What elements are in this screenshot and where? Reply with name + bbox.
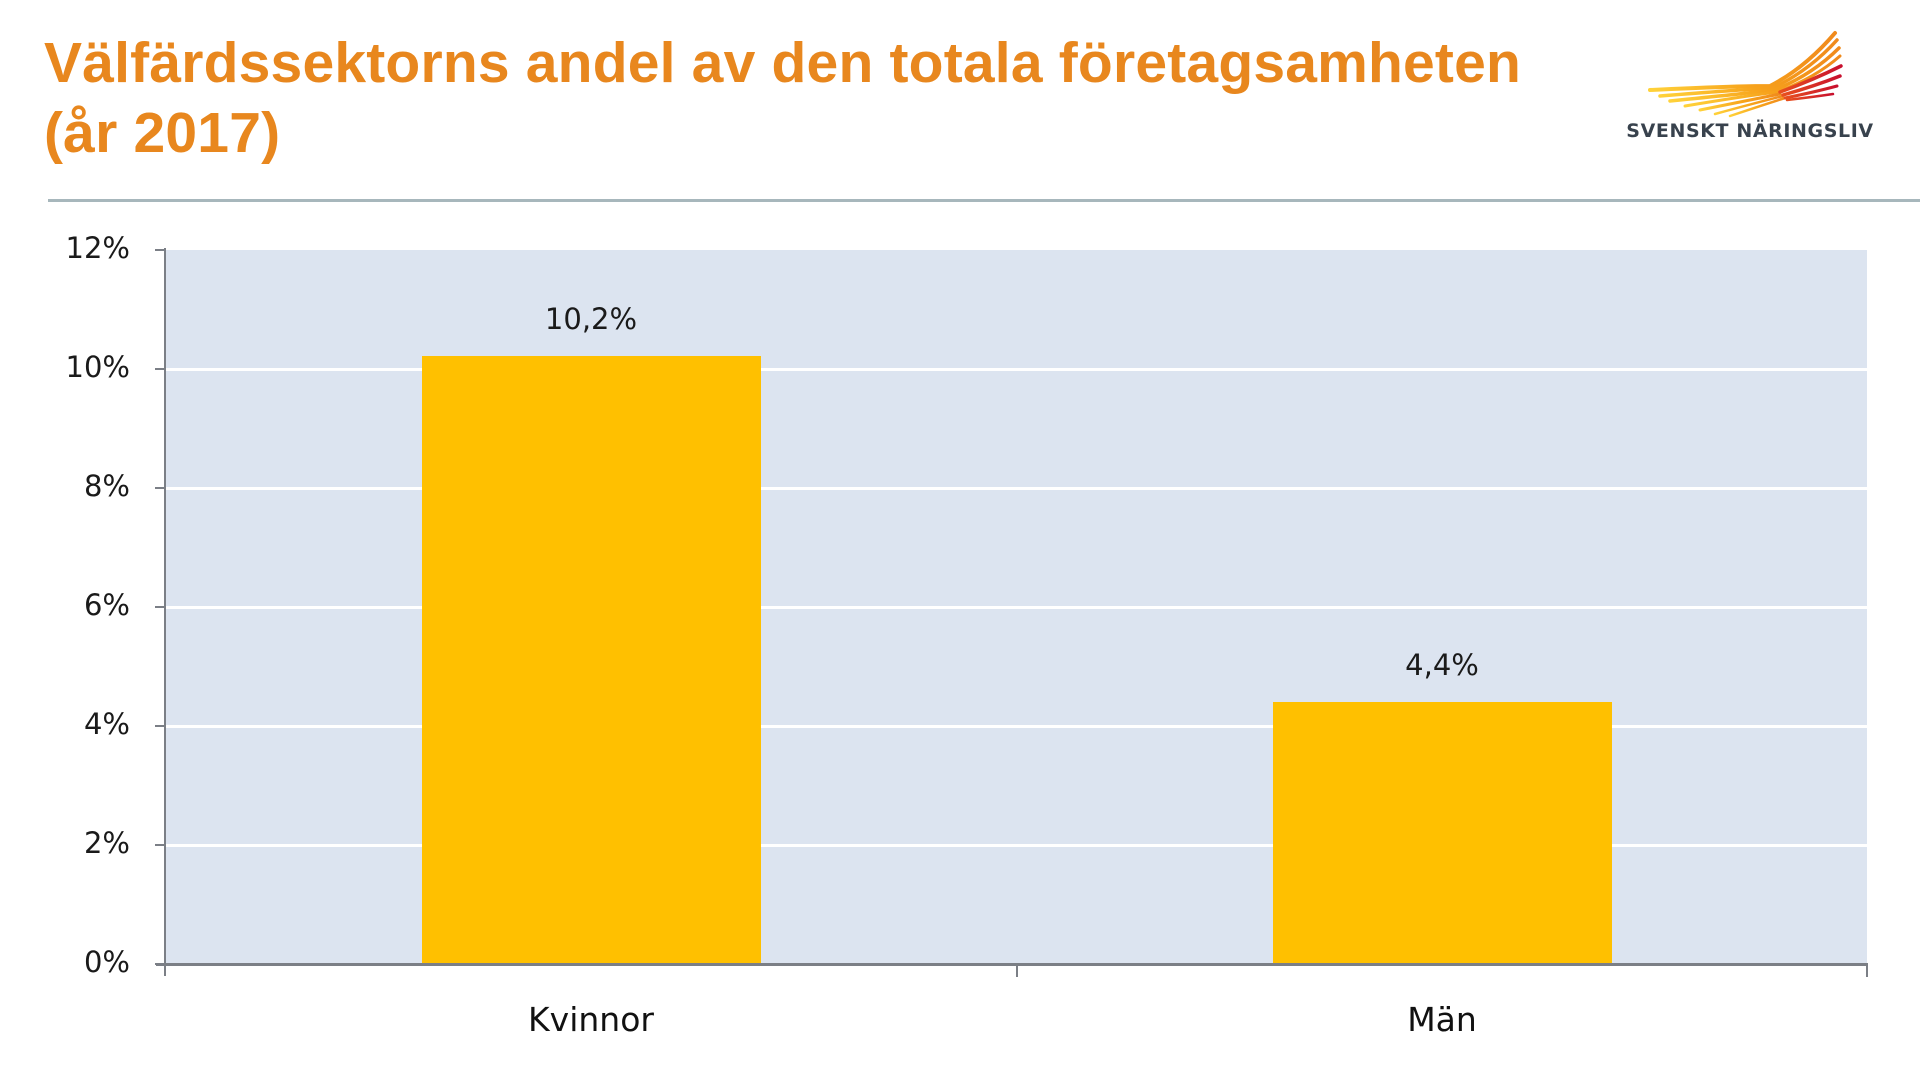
x-tick: [1866, 964, 1868, 977]
chart-title-line-2: (år 2017): [44, 101, 281, 165]
header-divider: [48, 199, 1920, 202]
data-label-kvinnor: 10,2%: [544, 302, 638, 336]
gridline-4: [166, 725, 1867, 728]
y-tick: [155, 725, 166, 727]
y-tick-label: 12%: [65, 231, 130, 265]
gridline-6: [166, 606, 1867, 609]
logo-wordmark: SVENSKT NÄRINGSLIV: [1626, 120, 1874, 142]
gridline-2: [166, 844, 1867, 847]
y-tick: [155, 844, 166, 846]
bar-kvinnor: [422, 356, 761, 964]
y-tick: [155, 963, 166, 965]
chart-title: Välfärdssektorns andel av den totala för…: [44, 28, 1521, 168]
x-category-label-man: Män: [1407, 1000, 1477, 1039]
bar-man: [1273, 702, 1612, 964]
y-tick: [155, 487, 166, 489]
y-tick-label: 4%: [83, 707, 130, 741]
gridline-8: [166, 487, 1867, 490]
gridline-10: [166, 368, 1867, 371]
y-tick-label: 6%: [83, 588, 130, 622]
y-tick: [155, 249, 166, 251]
y-tick: [155, 368, 166, 370]
x-category-label-kvinnor: Kvinnor: [528, 1000, 654, 1039]
y-tick: [155, 606, 166, 608]
y-tick-label: 10%: [65, 350, 130, 384]
svenskt-naringsliv-logo: SVENSKT NÄRINGSLIV: [1615, 22, 1875, 152]
wing-logo-icon: [1648, 31, 1843, 118]
y-axis: [164, 248, 166, 976]
chart-title-line-1: Välfärdssektorns andel av den totala för…: [44, 31, 1522, 95]
x-tick: [1016, 964, 1018, 977]
y-tick-label: 8%: [83, 469, 130, 503]
y-tick-label: 0%: [83, 945, 130, 979]
y-tick-label: 2%: [83, 826, 130, 860]
x-axis: [156, 963, 1868, 966]
data-label-man: 4,4%: [1405, 648, 1479, 682]
